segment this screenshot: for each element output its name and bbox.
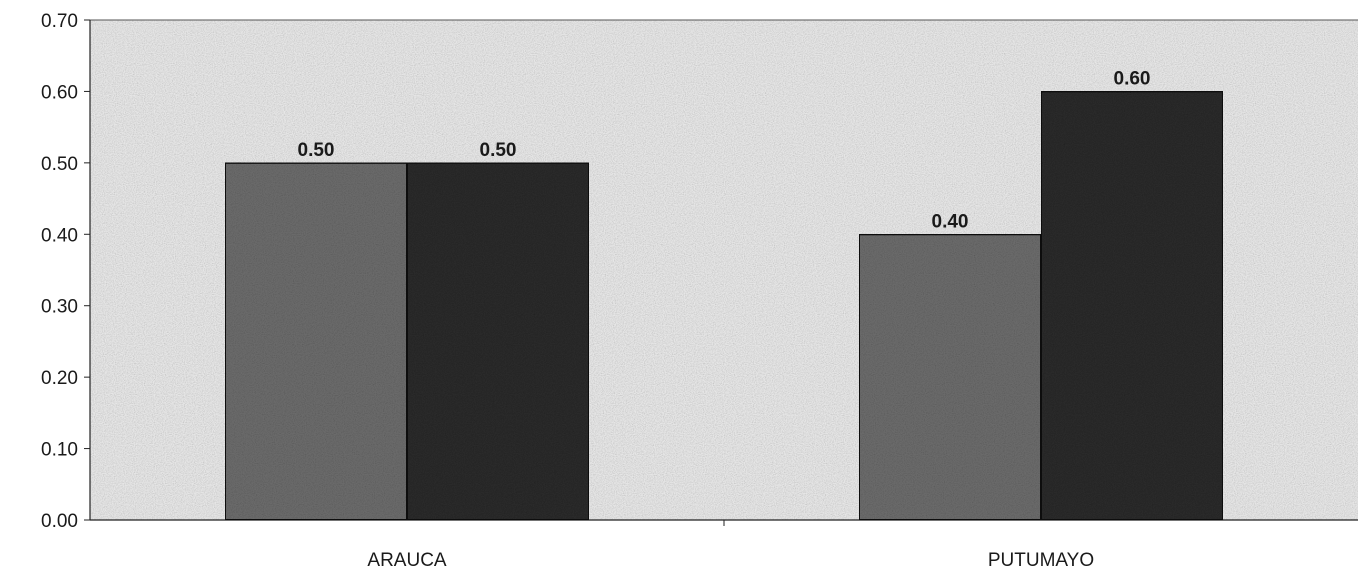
- bar-arauca-series-1: [224, 161, 408, 521]
- y-tick-label: 0.50: [41, 154, 78, 175]
- data-label: 0.40: [932, 211, 969, 232]
- y-tick-label: 0.10: [41, 440, 78, 461]
- bar-putumayo-series-2: [1040, 90, 1224, 522]
- data-label: 0.50: [298, 140, 335, 161]
- bar-putumayo-series-1: [858, 233, 1042, 522]
- y-tick-label: 0.40: [41, 225, 78, 246]
- x-category-label: ARAUCA: [367, 550, 447, 571]
- data-label: 0.50: [480, 140, 517, 161]
- x-category-label: PUTUMAYO: [988, 550, 1094, 571]
- y-tick-label: 0.30: [41, 297, 78, 318]
- y-tick-label: 0.60: [41, 82, 78, 103]
- y-tick-label: 0.20: [41, 368, 78, 389]
- y-tick-label: 0.70: [41, 11, 78, 32]
- bar-arauca-series-2: [406, 161, 590, 521]
- data-label: 0.60: [1114, 68, 1151, 89]
- y-tick-label: 0.00: [41, 511, 78, 532]
